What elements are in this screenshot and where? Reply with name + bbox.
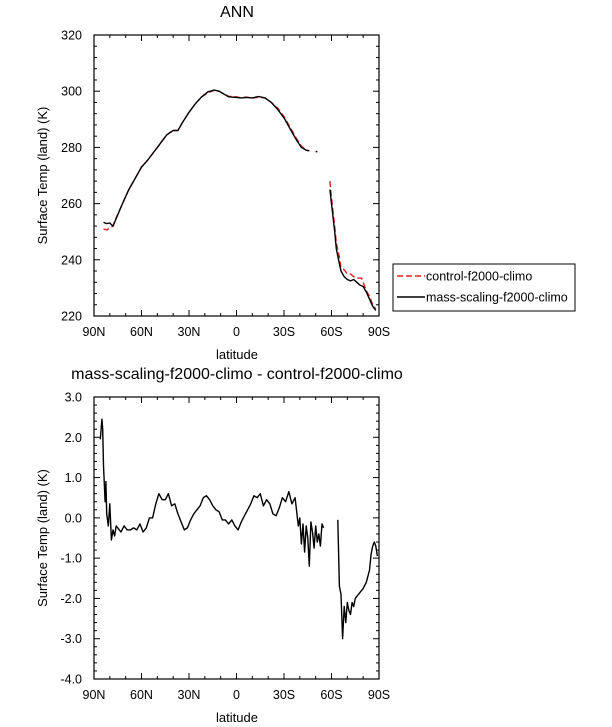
- plot-area-bottom: [99, 418, 379, 640]
- x-tick-label: 30N: [178, 688, 201, 702]
- plot-frame-bottom: [93, 396, 380, 680]
- y-tick-label: -1.0: [60, 552, 82, 566]
- series-line-1-0-1: [337, 519, 379, 640]
- chart-title-bottom: mass-scaling-f2000-climo - control-f2000…: [71, 366, 403, 383]
- panel-top: ANN 220 240 260 280 300 320 90N 60N 30N 0 30S 60S 90…: [35, 4, 576, 362]
- y-tick-label: -4.0: [60, 673, 82, 687]
- series-line-1-0-0: [99, 418, 325, 567]
- y-tick-label: 0.0: [65, 511, 82, 525]
- plot-area-top: [103, 89, 377, 311]
- series-line-0-1-0: [103, 89, 310, 227]
- y-tick-label: 300: [61, 85, 82, 99]
- x-tick-label: 0: [233, 688, 240, 702]
- axes-bottom: -4.0 -3.0 -2.0 -1.0 0.0 1.0 2.0 3.0 90N 60N 30N 0 30…: [60, 391, 390, 703]
- y-axis-label-bottom: Surface Temp (land) (K): [35, 469, 50, 607]
- y-tick-label: 240: [61, 253, 82, 267]
- legend-label-mass-scaling: mass-scaling-f2000-climo: [426, 291, 568, 305]
- y-tick-label: 2.0: [65, 431, 82, 445]
- y-tick-label: 1.0: [65, 471, 82, 485]
- y-axis-label-top: Surface Temp (land) (K): [35, 107, 50, 245]
- series-line-0-1-2: [329, 189, 377, 311]
- x-axis-label-top: latitude: [216, 347, 258, 362]
- x-tick-label: 60S: [320, 325, 342, 339]
- x-tick-label: 0: [233, 325, 240, 339]
- x-tick-label: 90S: [368, 325, 390, 339]
- legend-label-control: control-f2000-climo: [426, 270, 532, 284]
- y-tick-label: 3.0: [65, 391, 82, 405]
- x-tick-label: 30S: [273, 325, 295, 339]
- x-axis-label-bottom: latitude: [216, 710, 258, 725]
- x-tick-label: 90S: [368, 688, 390, 702]
- legend: control-f2000-climo mass-scaling-f2000-c…: [392, 263, 576, 312]
- x-tick-label: 90N: [83, 325, 106, 339]
- x-tick-label: 60S: [320, 688, 342, 702]
- legend-box: [392, 263, 576, 312]
- y-tick-label: 260: [61, 197, 82, 211]
- y-tick-label: -3.0: [60, 632, 82, 646]
- x-tick-label: 90N: [83, 688, 106, 702]
- axes-top: 220 240 260 280 300 320 90N 60N 30N 0 30S 60S 90S: [61, 29, 390, 340]
- y-tick-label: 280: [61, 141, 82, 155]
- x-tick-label: 60N: [130, 688, 153, 702]
- x-tick-label: 30S: [273, 688, 295, 702]
- series-line-0-0-2: [329, 181, 377, 310]
- x-tick-label: 30N: [178, 325, 201, 339]
- panel-bottom: mass-scaling-f2000-climo - control-f2000…: [35, 366, 403, 725]
- chart-title-top: ANN: [220, 4, 254, 21]
- y-tick-label: 220: [61, 310, 82, 324]
- y-tick-label: 320: [61, 29, 82, 43]
- y-tick-label: -2.0: [60, 592, 82, 606]
- x-tick-label: 60N: [130, 325, 153, 339]
